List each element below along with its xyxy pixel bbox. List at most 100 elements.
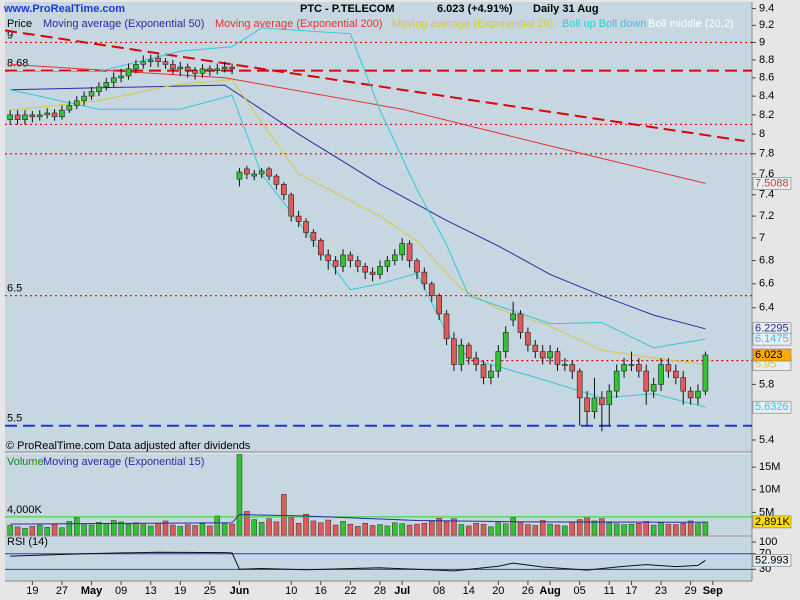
y-tick-label: 8.6 [759, 72, 774, 84]
candle-body [133, 64, 139, 70]
candle-body [44, 112, 50, 116]
value-box-label: 6.1475 [755, 333, 789, 345]
y-tick-label: 5.8 [759, 378, 774, 390]
candle-body [384, 260, 391, 267]
trend-line [4, 29, 745, 142]
candle-body [695, 390, 701, 399]
candle-body [428, 283, 435, 297]
volume-bar [88, 524, 95, 536]
candle-body [110, 77, 117, 83]
volume-bar [369, 525, 376, 536]
candle-body [162, 61, 169, 65]
volume-bar [525, 524, 531, 536]
panel-title: Volume [7, 456, 44, 468]
plots: 9.4 9.2 9 8.8 8.6 8.4 8.2 8 7.8 7.6 7.4 7.2 7 6.8 6.6 6… [4, 3, 792, 597]
candle-body [214, 68, 221, 71]
candle-body [665, 364, 672, 372]
y-tick-label: 6.4 [759, 302, 774, 314]
candle-body [310, 232, 317, 241]
price-panel [5, 2, 752, 452]
volume-bar [51, 523, 58, 536]
y-tick-label: 5.4 [759, 434, 774, 446]
volume-bar [66, 521, 73, 536]
legend-entry: Boll middle (20,2) [648, 18, 734, 30]
value-box [752, 177, 792, 190]
y-tick-label: 9.4 [759, 3, 774, 15]
y-tick-label: 6.6 [759, 278, 774, 290]
level-label: 6.5 [7, 283, 22, 295]
candle-body [547, 351, 553, 359]
y-tick-label: 15M [759, 461, 780, 473]
volume-bar [702, 521, 709, 536]
x-tick-label: Jun [230, 585, 250, 597]
candle-body [221, 66, 228, 70]
candle-body [465, 344, 472, 359]
volume-bar [510, 517, 516, 536]
volume-bar [59, 527, 65, 536]
volume-bar [325, 519, 331, 536]
y-tick-label: 7 [759, 232, 765, 244]
volume-bar [340, 521, 346, 536]
volume-bar [384, 525, 391, 536]
volume-bar [162, 520, 169, 536]
candle-body [576, 370, 583, 399]
candle-body [525, 332, 531, 346]
volume-bar [147, 525, 154, 536]
volume-bar [443, 521, 450, 536]
volume-bar [258, 522, 265, 536]
volume-bar [613, 523, 620, 536]
legend-entry: Moving average (Exponential 50) [43, 18, 204, 30]
volume-bar [184, 524, 191, 536]
x-tick-label: 28 [374, 585, 386, 597]
volume-bar [606, 522, 613, 536]
candle-body [621, 364, 627, 372]
instrument: PTC - P.TELECOM [300, 3, 395, 15]
y-tick-label: 9.2 [759, 19, 774, 31]
volume-bar [673, 524, 679, 536]
volume-bar [502, 523, 509, 536]
volume-bar [554, 524, 561, 536]
volume-bar [244, 511, 250, 536]
volume-bar [177, 526, 184, 536]
candle-body [532, 344, 539, 352]
volume-bar [155, 522, 161, 536]
candle-body [636, 364, 642, 372]
candle-body [369, 271, 376, 275]
period: Daily 31 Aug [533, 3, 599, 15]
candle-body [244, 168, 250, 175]
volume-bar [140, 524, 147, 536]
volume-bar [532, 525, 539, 536]
volume-bar [310, 520, 317, 536]
candle-body [258, 170, 265, 175]
x-tick-label: 23 [655, 585, 667, 597]
candle-body [628, 364, 635, 366]
candle-body [295, 215, 302, 222]
volume-bar [658, 522, 664, 536]
volume-bar [221, 522, 228, 536]
candle-body [266, 168, 272, 177]
y-tick-label: 7.4 [759, 189, 774, 201]
volume-bar [591, 520, 598, 536]
volume-bar [303, 513, 309, 536]
volume-bar [687, 520, 694, 536]
last-price: 6.023 (+4.91%) [437, 3, 513, 15]
volume-bar [347, 523, 354, 536]
candle-body [281, 184, 287, 196]
volume-bar [547, 523, 553, 536]
candle-body [673, 370, 679, 379]
candle-body [562, 364, 568, 366]
candle-body [147, 59, 154, 62]
overlay-line [10, 63, 706, 184]
volume-bar [73, 517, 80, 536]
candle-body [73, 100, 80, 106]
level-label: 9 [7, 29, 13, 41]
volume-bar [236, 454, 243, 536]
candle-body [51, 112, 58, 118]
volume-bar [680, 522, 686, 536]
candle-body [599, 397, 605, 406]
value-box [752, 515, 792, 529]
panel-title: Price [7, 18, 32, 30]
y-tick-label: 7.8 [759, 148, 774, 160]
x-tick-label: Aug [539, 585, 560, 597]
